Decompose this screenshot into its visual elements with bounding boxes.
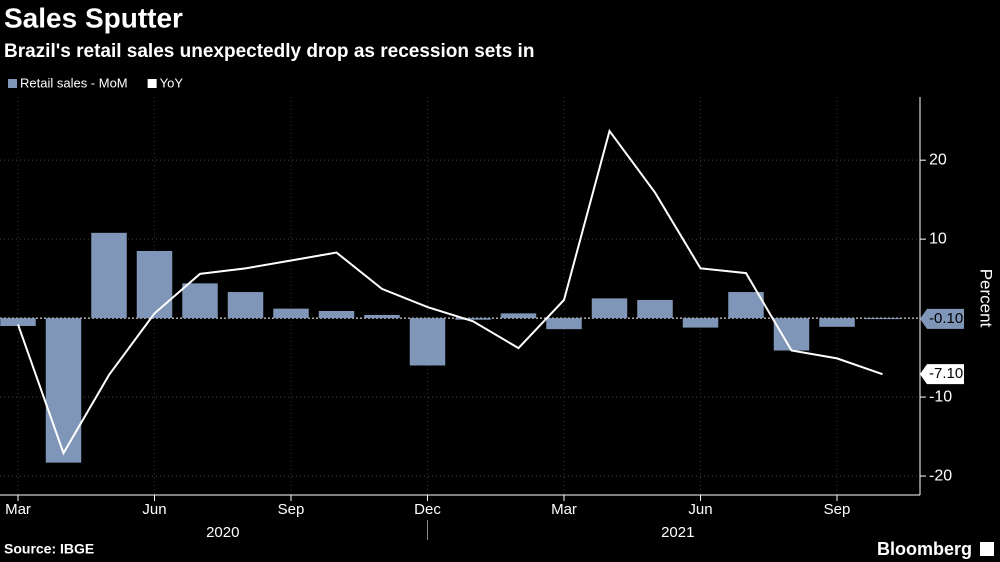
chart-subtitle: Brazil's retail sales unexpectedly drop … [4, 41, 534, 62]
x-tick-label: Jun [142, 501, 166, 518]
bar [819, 318, 855, 327]
x-tick-label: Sep [824, 501, 851, 518]
source: Source: IBGE [4, 541, 94, 557]
bar [318, 311, 355, 319]
bar [136, 250, 173, 319]
bar [682, 318, 719, 328]
x-tick-label: Dec [414, 501, 441, 518]
y-tick-label: -20 [929, 467, 952, 484]
legend-swatch [147, 79, 157, 88]
x-tick-label: Jun [688, 501, 712, 518]
line [17, 128, 883, 456]
bar [182, 283, 218, 319]
y-tick-label: 10 [929, 230, 947, 247]
bar [45, 318, 82, 463]
brand: Bloomberg [877, 539, 972, 559]
bar [91, 232, 127, 319]
bar [364, 314, 400, 319]
x-group-label: 2021 [661, 524, 694, 541]
brand-icon [980, 542, 994, 556]
bar [591, 298, 628, 319]
bar [273, 308, 309, 319]
y-tick-label: -10 [929, 388, 952, 405]
x-tick-label: Mar [5, 501, 31, 518]
value-label: -0.10 [929, 310, 963, 327]
x-tick-label: Mar [551, 501, 577, 518]
y-tick-label: 20 [929, 151, 947, 168]
legend-swatch [8, 79, 17, 88]
y-axis-label: Percent [977, 269, 996, 328]
bar [728, 292, 764, 319]
bar [546, 318, 582, 330]
chart-title: Sales Sputter [4, 2, 183, 33]
bar [409, 318, 446, 366]
value-label-box [920, 308, 964, 329]
bar [0, 318, 36, 327]
legend-label: YoY [160, 75, 184, 90]
value-label-box [920, 364, 964, 385]
bar [773, 318, 810, 351]
value-label: -7.10 [929, 365, 963, 382]
x-tick-label: Sep [278, 501, 305, 518]
x-group-label: 2020 [206, 524, 239, 541]
bar [500, 313, 537, 319]
bar [637, 299, 673, 319]
bar [227, 292, 264, 319]
bar [455, 318, 491, 320]
bar [864, 318, 901, 320]
legend-label: Retail sales - MoM [20, 75, 128, 90]
